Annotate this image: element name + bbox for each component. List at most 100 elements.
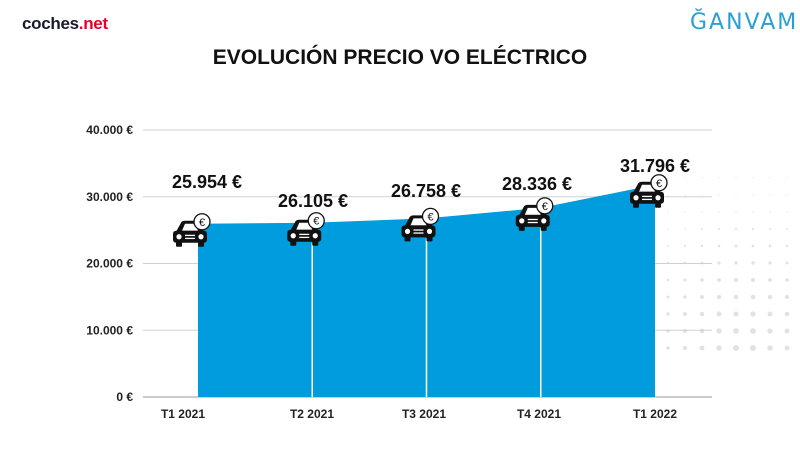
decor-dot — [699, 345, 705, 351]
car-headlight — [655, 195, 661, 201]
decor-dot — [701, 211, 703, 213]
car-grille — [642, 195, 652, 198]
car-wheel — [633, 202, 639, 208]
decor-dot — [785, 244, 789, 248]
decor-dot — [666, 312, 670, 316]
euro-badge — [193, 213, 211, 231]
data-label: 31.796 € — [620, 156, 690, 176]
decor-dot — [752, 211, 754, 213]
x-tick-label: T4 2021 — [517, 407, 561, 421]
decor-dot — [750, 277, 756, 283]
decor-dot — [769, 194, 771, 196]
y-tick-label: 30.000 € — [86, 190, 133, 204]
car-headlight — [633, 195, 639, 201]
euro-badge — [536, 197, 554, 215]
car-wheel — [176, 241, 182, 247]
decor-dot — [683, 312, 687, 316]
decor-dot — [786, 194, 788, 196]
car-wheel — [404, 236, 411, 242]
decor-dot — [751, 261, 755, 265]
decor-dot — [699, 294, 705, 300]
dot-pattern-decoration — [666, 177, 790, 352]
car-euro-icon: € — [515, 197, 554, 231]
cochesnet-logo: coches.net — [22, 14, 108, 34]
decor-dot — [684, 194, 686, 196]
decor-dot — [666, 346, 670, 350]
decor-dot — [750, 294, 756, 300]
decor-dot — [785, 278, 789, 282]
decor-dot — [700, 278, 704, 282]
decor-dot — [699, 311, 705, 317]
decor-dot — [733, 328, 739, 334]
car-window — [524, 207, 541, 215]
car-headlight — [290, 233, 296, 239]
decor-dot — [734, 227, 738, 231]
y-tick-label: 40.000 € — [86, 123, 133, 137]
car-window — [182, 223, 198, 231]
car-window — [410, 218, 427, 226]
decor-dot — [752, 177, 754, 179]
car-body — [515, 214, 550, 227]
decor-dot — [786, 211, 788, 213]
car-euro-icon: € — [401, 207, 440, 242]
decor-dot — [683, 278, 687, 282]
car-grille — [299, 236, 310, 239]
decor-dot — [786, 228, 788, 230]
car-body — [287, 229, 322, 242]
car-grille — [413, 232, 424, 234]
decor-dot — [666, 278, 670, 282]
decor-dot — [718, 194, 720, 196]
decor-dot — [716, 294, 722, 300]
euro-icon: € — [199, 217, 205, 229]
decor-dot — [784, 311, 790, 317]
data-label: 28.336 € — [502, 174, 572, 194]
car-wheel — [290, 240, 297, 246]
decor-dot — [682, 328, 688, 334]
decor-dot — [667, 177, 669, 179]
data-label: 25.954 € — [172, 172, 242, 192]
euro-icon: € — [542, 201, 548, 213]
decor-dot — [784, 328, 790, 334]
decor-dot — [769, 211, 771, 213]
car-headlight — [176, 234, 182, 240]
x-axis: T1 2021 T2 2021 T3 2021 T4 2021 T1 2022 — [161, 407, 677, 421]
car-window — [296, 222, 313, 230]
decor-dot — [684, 228, 686, 230]
car-body — [630, 191, 664, 204]
decor-dot — [784, 345, 790, 351]
decor-dot — [701, 228, 703, 230]
x-tick-label: T1 2022 — [633, 407, 677, 421]
decor-dot — [699, 328, 705, 334]
car-wheel — [655, 202, 661, 208]
decor-dot — [784, 294, 790, 300]
decor-dot — [717, 244, 721, 248]
decor-dot — [684, 211, 686, 213]
decor-dot — [683, 244, 687, 248]
decor-dot — [732, 344, 740, 352]
car-grille — [299, 233, 310, 236]
decor-dot — [735, 211, 737, 213]
logo-accent: .net — [78, 14, 108, 33]
decor-dot — [768, 244, 772, 248]
car-grille — [527, 218, 538, 221]
y-tick-label: 20.000 € — [86, 257, 133, 271]
euro-badge — [307, 212, 325, 230]
decor-dot — [733, 294, 739, 300]
decor-dot — [667, 194, 669, 196]
euro-icon: € — [313, 216, 319, 228]
data-label: 26.758 € — [391, 181, 461, 201]
car-euro-icon: € — [630, 174, 668, 208]
decor-dot — [786, 177, 788, 179]
y-axis: 0 € 10.000 € 20.000 € 30.000 € 40.000 € — [86, 123, 133, 404]
decor-dot — [667, 245, 669, 247]
euro-badge — [421, 207, 440, 226]
car-wheel — [312, 240, 319, 246]
car-headlight — [541, 218, 547, 224]
car-grille — [185, 237, 195, 240]
decor-dot — [700, 244, 704, 248]
y-tick-label: 10.000 € — [86, 323, 133, 337]
decor-dot — [768, 261, 772, 265]
decor-dot — [701, 194, 703, 196]
decor-dot — [717, 278, 721, 282]
